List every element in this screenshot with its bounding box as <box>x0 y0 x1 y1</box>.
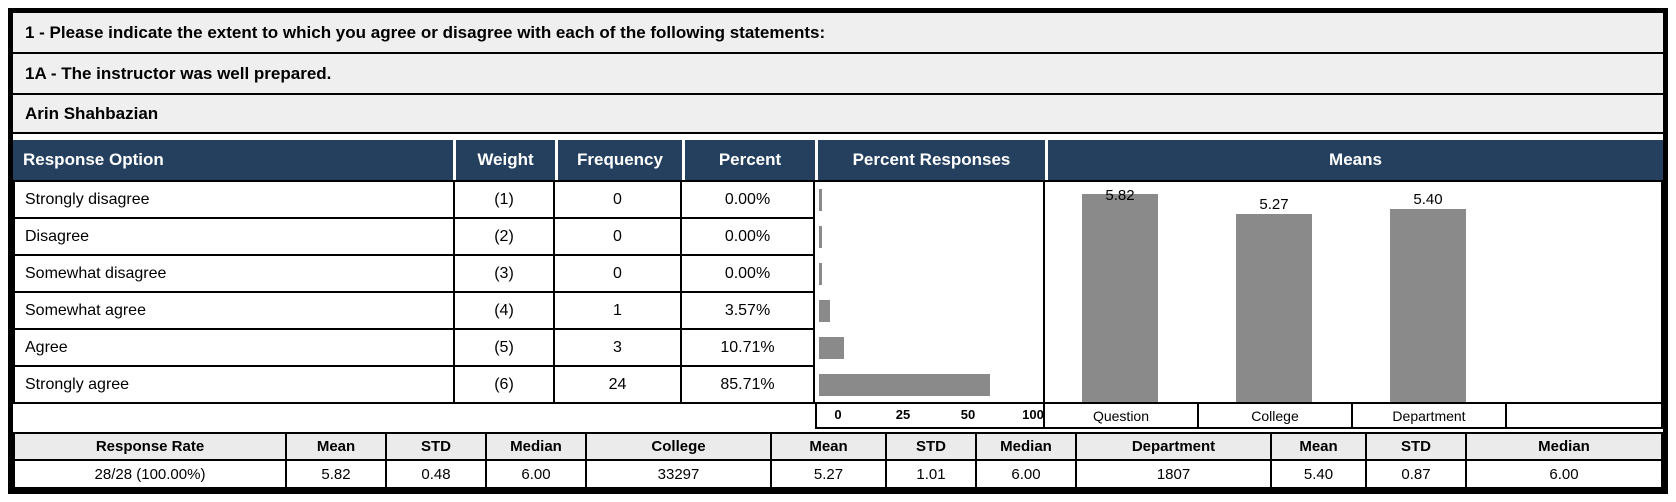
weight-cell: (5) <box>455 330 555 367</box>
weight-cell: (4) <box>455 293 555 330</box>
mean-bar <box>1082 194 1158 402</box>
question-group-title: 1 - Please indicate the extent to which … <box>13 13 1663 54</box>
means-plot: 5.82 5.27 5.40 <box>1045 180 1663 404</box>
percent-bar <box>819 300 830 322</box>
means-axis: Question College Department <box>1045 404 1663 429</box>
summary-value-response-rate: 28/28 (100.00%) <box>15 461 287 487</box>
summary-header-college-mean: Mean <box>772 434 887 461</box>
mean-bar-label: 5.40 <box>1413 191 1443 208</box>
mean-bar <box>1236 214 1312 402</box>
percent-axis: 0 25 50 100 <box>815 404 1045 429</box>
summary-header-department-mean: Mean <box>1272 434 1367 461</box>
summary-header-department: Department <box>1077 434 1272 461</box>
percent-bar <box>819 189 822 211</box>
percent-bar <box>819 337 844 359</box>
weight-cell: (2) <box>455 219 555 256</box>
weight-cell: (1) <box>455 182 555 219</box>
frequency-cell: 3 <box>555 330 682 367</box>
response-table: Strongly disagree (1) 0 0.00% Disagree (… <box>13 180 815 404</box>
question-title: 1A - The instructor was well prepared. <box>13 54 1663 95</box>
percent-cell: 85.71% <box>682 367 815 404</box>
summary-header-std: STD <box>387 434 487 461</box>
summary-header-department-median: Median <box>1467 434 1661 461</box>
mean-bar-label: 5.27 <box>1259 196 1289 213</box>
summary-table: Response Rate Mean STD Median College Me… <box>13 432 1663 489</box>
summary-value-std: 0.48 <box>387 461 487 487</box>
percent-cell: 0.00% <box>682 219 815 256</box>
percent-cell: 0.00% <box>682 182 815 219</box>
column-header-percent-responses: Percent Responses <box>818 140 1045 180</box>
response-option-cell: Somewhat agree <box>15 293 455 330</box>
mean-bar-label: 5.82 <box>1105 187 1135 204</box>
summary-value-department-std: 0.87 <box>1367 461 1467 487</box>
response-option-cell: Disagree <box>15 219 455 256</box>
means-axis-label-question: Question <box>1045 404 1199 429</box>
table-row: Strongly agree (6) 24 85.71% <box>15 367 815 404</box>
frequency-cell: 24 <box>555 367 682 404</box>
axis-tick: 50 <box>960 407 976 422</box>
summary-value-department: 1807 <box>1077 461 1272 487</box>
summary-value-college-std: 1.01 <box>887 461 977 487</box>
frequency-cell: 1 <box>555 293 682 330</box>
frequency-cell: 0 <box>555 256 682 293</box>
frequency-cell: 0 <box>555 182 682 219</box>
percent-bar <box>819 226 822 248</box>
weight-cell: (3) <box>455 256 555 293</box>
table-row: Somewhat disagree (3) 0 0.00% <box>15 256 815 293</box>
report-frame: 1 - Please indicate the extent to which … <box>8 8 1668 494</box>
axis-tick: 100 <box>1022 407 1044 422</box>
column-header-percent: Percent <box>685 140 815 180</box>
instructor-name: Arin Shahbazian <box>13 95 1663 134</box>
column-header-weight: Weight <box>456 140 555 180</box>
response-option-cell: Strongly agree <box>15 367 455 404</box>
summary-value-department-median: 6.00 <box>1549 465 1579 483</box>
summary-value-college-mean: 5.27 <box>772 461 887 487</box>
table-row: Agree (5) 3 10.71% <box>15 330 815 367</box>
percent-bar <box>819 263 822 285</box>
axis-tick: 0 <box>834 407 842 422</box>
summary-value-row: 28/28 (100.00%) 5.82 0.48 6.00 33297 5.2… <box>15 461 1661 487</box>
table-row: Somewhat agree (4) 1 3.57% <box>15 293 815 330</box>
table-row: Disagree (2) 0 0.00% <box>15 219 815 256</box>
percent-responses-plot <box>815 180 1045 404</box>
summary-value-median: 6.00 <box>487 461 587 487</box>
column-header-response-option: Response Option <box>13 140 453 180</box>
percent-bar <box>819 374 990 396</box>
means-axis-label-empty <box>1507 404 1663 429</box>
summary-value-department-mean: 5.40 <box>1272 461 1367 487</box>
summary-value-college-median: 6.00 <box>977 461 1077 487</box>
response-option-cell: Agree <box>15 330 455 367</box>
weight-cell: (6) <box>455 367 555 404</box>
summary-value-mean: 5.82 <box>287 461 387 487</box>
column-header-frequency: Frequency <box>558 140 682 180</box>
column-header-means: Means <box>1048 140 1663 180</box>
summary-header-median: Median <box>487 434 587 461</box>
response-option-cell: Somewhat disagree <box>15 256 455 293</box>
means-axis-label-college: College <box>1199 404 1353 429</box>
percent-cell: 10.71% <box>682 330 815 367</box>
summary-header-response-rate: Response Rate <box>15 434 287 461</box>
summary-header-college-median: Median <box>977 434 1077 461</box>
summary-header-department-std: STD <box>1367 434 1467 461</box>
summary-header-college-std: STD <box>887 434 977 461</box>
frequency-cell: 0 <box>555 219 682 256</box>
summary-header-row: Response Rate Mean STD Median College Me… <box>15 434 1661 461</box>
table-row: Strongly disagree (1) 0 0.00% <box>15 182 815 219</box>
percent-cell: 0.00% <box>682 256 815 293</box>
summary-value-college: 33297 <box>587 461 772 487</box>
percent-cell: 3.57% <box>682 293 815 330</box>
axis-tick: 25 <box>895 407 911 422</box>
means-axis-label-department: Department <box>1353 404 1507 429</box>
response-option-cell: Strongly disagree <box>15 182 455 219</box>
mean-bar <box>1390 209 1466 402</box>
summary-header-mean: Mean <box>287 434 387 461</box>
summary-header-college: College <box>587 434 772 461</box>
